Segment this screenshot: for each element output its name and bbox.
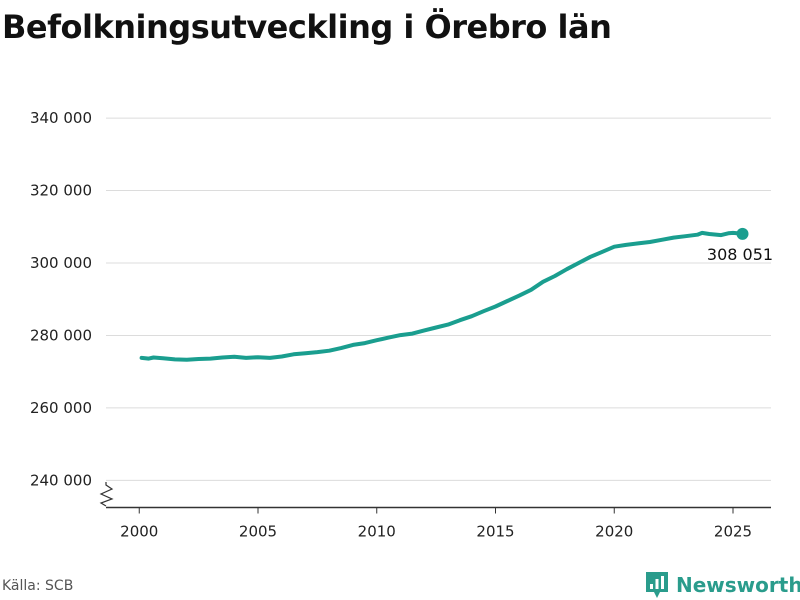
newsworthy-logo-icon — [646, 572, 668, 598]
y-tick-label: 320 000 — [30, 182, 92, 200]
x-tick-label: 2000 — [120, 523, 158, 541]
axis-break-icon — [99, 482, 114, 507]
gridlines — [106, 117, 771, 481]
x-tick-label: 2020 — [595, 523, 633, 541]
x-tick-label: 2005 — [239, 523, 277, 541]
x-axis-ticks: 2000 2005 2010 2015 2020 2025 — [120, 507, 752, 541]
end-value-label: 308 051 — [707, 245, 773, 264]
y-axis-tick-labels: 240 000 260 000 280 000 300 000 320 000 340 0… — [30, 109, 92, 489]
series-group: 308 051 — [139, 227, 773, 362]
x-tick-label: 2010 — [358, 523, 396, 541]
y-tick-label: 240 000 — [30, 471, 92, 489]
end-point-marker[interactable] — [736, 227, 749, 240]
y-tick-label: 260 000 — [30, 399, 92, 417]
y-tick-label: 280 000 — [30, 326, 92, 344]
brand-logo[interactable]: Newsworthy — [644, 570, 800, 600]
x-tick-label: 2025 — [714, 523, 752, 541]
chart-title: Befolkningsutveckling i Örebro län — [2, 8, 612, 46]
y-tick-label: 340 000 — [30, 109, 92, 127]
population-line — [139, 230, 745, 362]
x-axis — [99, 482, 771, 509]
x-tick-label: 2015 — [476, 523, 514, 541]
source-note: Källa: SCB — [2, 578, 74, 594]
brand-name: Newsworthy — [676, 573, 800, 597]
y-tick-label: 300 000 — [30, 254, 92, 272]
